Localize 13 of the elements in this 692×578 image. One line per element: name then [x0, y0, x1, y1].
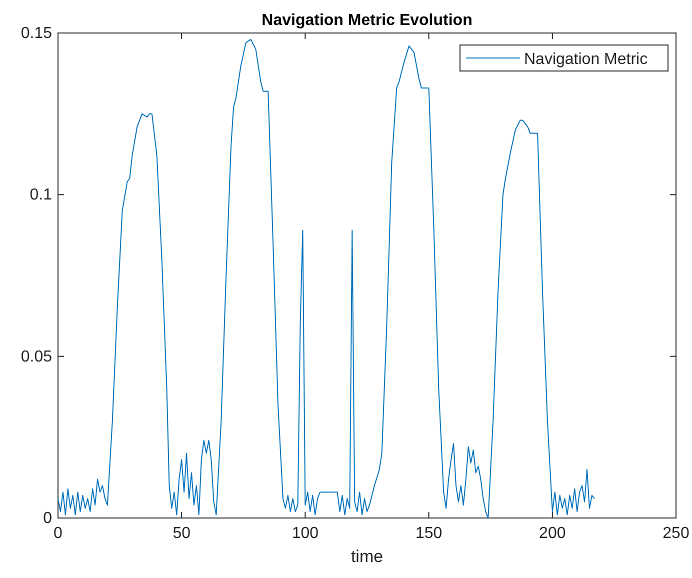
- chart-title: Navigation Metric Evolution: [262, 12, 472, 29]
- y-tick-label: 0.15: [20, 25, 52, 42]
- y-tick-label: 0.05: [20, 348, 52, 366]
- legend-label: Navigation Metric: [524, 51, 648, 68]
- y-tick-label: 0.1: [30, 186, 52, 204]
- x-tick-label: 150: [415, 525, 442, 542]
- x-tick-label: 50: [172, 525, 191, 542]
- x-axis-title: time: [350, 547, 384, 566]
- x-tick-label: 200: [539, 525, 566, 542]
- y-tick-label: 0: [43, 510, 52, 527]
- x-tick-label: 0: [54, 525, 63, 542]
- x-tick-label: 250: [662, 525, 690, 542]
- x-tick-label: 100: [292, 525, 319, 542]
